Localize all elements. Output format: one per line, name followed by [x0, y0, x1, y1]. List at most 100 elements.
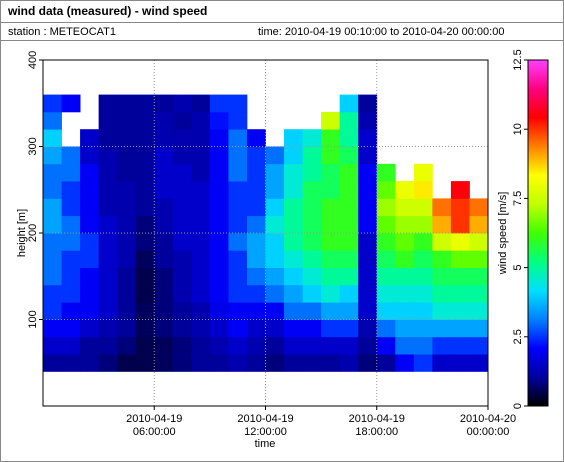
heat-cell — [43, 129, 62, 147]
heat-cell — [432, 284, 452, 303]
heat-cell — [339, 146, 359, 165]
heat-cell — [376, 233, 396, 251]
heat-cell — [376, 302, 396, 320]
heat-cell — [209, 336, 229, 355]
heat-cell — [135, 302, 155, 320]
heat-cell — [172, 233, 192, 251]
heat-cell — [284, 129, 303, 147]
heat-cell — [43, 250, 62, 268]
heat-cell — [321, 198, 341, 217]
heat-cell — [154, 250, 174, 268]
heat-cell — [358, 284, 378, 303]
heat-cell — [228, 284, 248, 303]
heat-cell — [209, 267, 229, 286]
y-tick-label: 300 — [27, 137, 39, 155]
heat-cell — [61, 94, 81, 113]
heat-cell — [302, 319, 322, 338]
heat-cell — [61, 267, 81, 286]
heat-cell — [284, 215, 303, 234]
heat-cell — [246, 198, 266, 217]
heat-cell — [432, 336, 452, 355]
heat-cell — [246, 129, 266, 147]
heat-cell — [432, 302, 452, 320]
heat-cell — [395, 181, 415, 199]
heat-cell — [135, 336, 155, 355]
heat-cell — [172, 111, 192, 130]
heat-cell — [80, 250, 100, 268]
heat-cell — [413, 319, 433, 338]
heat-cell — [117, 267, 137, 286]
heat-cell — [61, 181, 81, 199]
heat-cell — [265, 319, 285, 338]
heat-cell — [61, 284, 81, 303]
heat-cell — [413, 233, 433, 251]
heat-cell — [246, 302, 266, 320]
heat-cell — [339, 233, 359, 251]
heat-cell — [172, 302, 192, 320]
heat-cell — [450, 181, 470, 199]
heat-cell — [339, 94, 359, 113]
heat-cell — [209, 94, 229, 113]
heat-cell — [469, 233, 489, 251]
heat-cell — [191, 198, 211, 217]
heat-cell — [469, 302, 489, 320]
heat-cell — [432, 354, 452, 372]
heat-cell — [191, 146, 211, 165]
heat-cell — [154, 354, 174, 372]
heat-cell — [135, 146, 155, 165]
heat-cell — [191, 284, 211, 303]
heat-cell — [321, 354, 341, 372]
heat-cell — [321, 284, 341, 303]
heat-cell — [98, 111, 118, 130]
heat-cell — [191, 302, 211, 320]
heat-cell — [98, 250, 118, 268]
heat-cell — [302, 198, 322, 217]
heat-cell — [339, 181, 359, 199]
heat-cell — [98, 146, 118, 165]
heat-cell — [246, 354, 266, 372]
heat-cell — [302, 233, 322, 251]
heat-cell — [98, 319, 118, 338]
heat-cell — [191, 111, 211, 130]
heat-cell — [228, 233, 248, 251]
heat-cell — [321, 233, 341, 251]
heat-cell — [321, 302, 341, 320]
heat-cell — [61, 198, 81, 217]
heat-cell — [154, 233, 174, 251]
heat-cell — [321, 267, 341, 286]
heat-cell — [321, 215, 341, 234]
heat-cell — [191, 319, 211, 338]
heat-cell — [302, 146, 322, 165]
heat-cell — [413, 198, 433, 217]
heat-cell — [61, 215, 81, 234]
heat-cell — [376, 250, 396, 268]
heat-cell — [395, 215, 415, 234]
heat-cell — [61, 354, 81, 372]
x-tick-label: 2010-04-20 00:00:00 — [460, 413, 516, 438]
heat-cell — [117, 354, 137, 372]
heat-cell — [376, 336, 396, 355]
heat-cell — [135, 94, 155, 113]
heat-cell — [395, 250, 415, 268]
heat-cell — [191, 354, 211, 372]
heat-cell — [209, 111, 229, 130]
heat-cell — [284, 146, 303, 165]
heat-cell — [228, 215, 248, 234]
heat-cell — [284, 181, 303, 199]
heat-cell — [228, 129, 248, 147]
heat-cell — [43, 94, 62, 113]
heat-cell — [80, 336, 100, 355]
heat-cell — [209, 215, 229, 234]
heat-cell — [80, 129, 100, 147]
heat-cell — [43, 111, 62, 130]
heat-cell — [43, 267, 62, 286]
heat-cell — [135, 198, 155, 217]
heat-cell — [376, 215, 396, 234]
heat-cell — [284, 354, 303, 372]
heat-cell — [98, 267, 118, 286]
heat-cell — [358, 198, 378, 217]
heat-cell — [191, 215, 211, 234]
heat-cell — [339, 319, 359, 338]
heat-cell — [172, 354, 192, 372]
heat-cell — [80, 319, 100, 338]
